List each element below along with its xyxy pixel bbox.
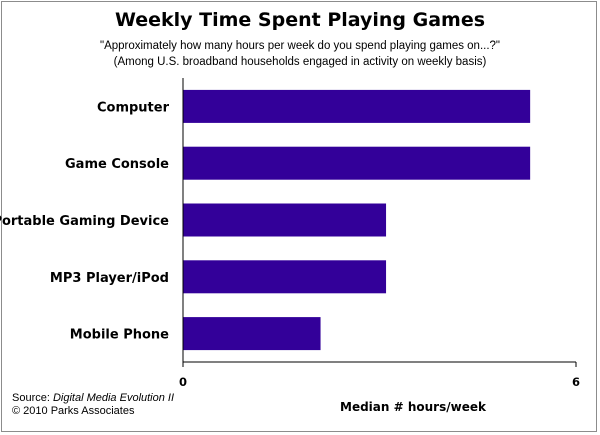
x-tick-label: 6 (572, 375, 580, 389)
bar-computer (183, 89, 531, 123)
bar-portable-gaming-device (183, 203, 387, 237)
category-label: Game Console (65, 157, 169, 172)
bar-mobile-phone (183, 317, 321, 351)
category-label: Computer (97, 100, 170, 115)
bar-game-console (183, 146, 531, 180)
category-label: Mobile Phone (70, 328, 169, 343)
source-prefix: Source: (12, 392, 53, 404)
category-label: MP3 Player/iPod (50, 271, 169, 286)
chart-title: Weekly Time Spent Playing Games (114, 9, 486, 31)
chart-subtitle-population: (Among U.S. broadband households engaged… (113, 56, 487, 68)
x-tick-label: 0 (179, 375, 187, 389)
source-title: Digital Media Evolution II (52, 392, 175, 404)
bar-mp3-player-ipod (183, 260, 387, 294)
copyright-text: © 2010 Parks Associates (12, 405, 135, 417)
chart-subtitle-question: "Approximately how many hours per week d… (99, 40, 501, 52)
source-note: Source: Digital Media Evolution II © 201… (12, 392, 174, 418)
x-axis-label: Median # hours/week (340, 400, 486, 414)
category-label: Portable Gaming Device (0, 214, 169, 229)
